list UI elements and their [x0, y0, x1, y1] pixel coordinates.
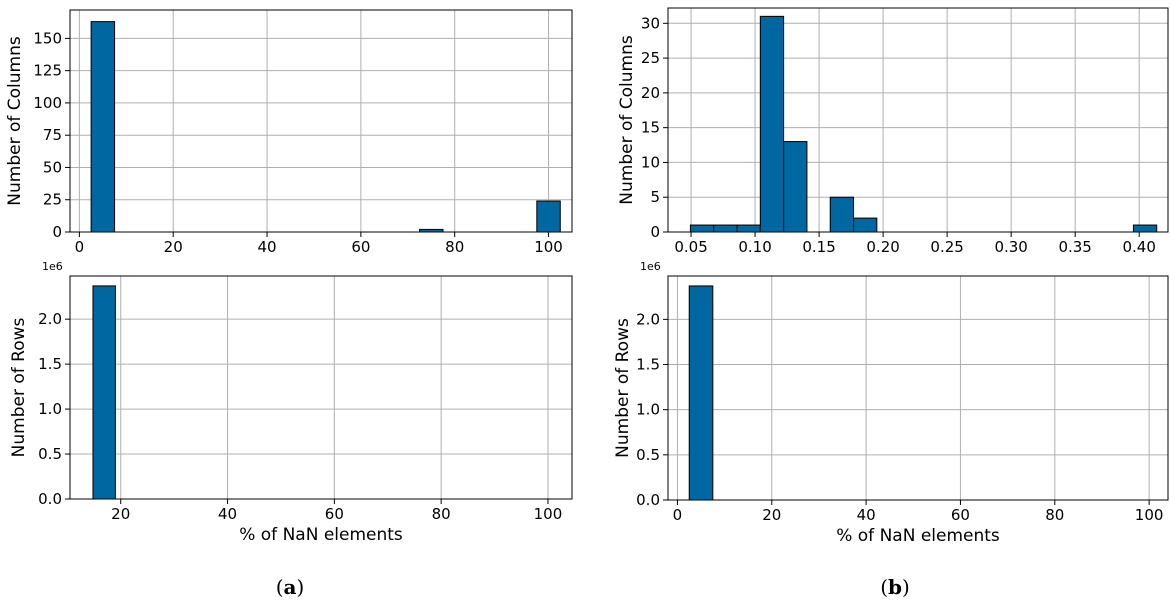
x-tick-label: 0.30 [994, 238, 1027, 256]
y-tick-label: 0.5 [38, 445, 62, 463]
y-tick-label: 2.0 [636, 310, 660, 328]
x-tick-label: 80 [432, 505, 451, 523]
x-tick-label: 0.40 [1122, 238, 1155, 256]
y-tick-label: 15 [641, 119, 660, 137]
caption-b: (b) [880, 575, 910, 599]
y-axis-label: Number of Rows [613, 318, 633, 458]
y-tick-label: 1.0 [38, 400, 62, 418]
panel-a-bottom-histogram: 20 40 60 80 100 0.0 0.5 1.0 1.5 2.0 1e6 Number of R… [9, 260, 573, 545]
caption-a: (a) [276, 575, 305, 599]
x-tick-label: 100 [534, 505, 563, 523]
y-axis-label: Number of Columns [5, 36, 25, 206]
y-tick-label: 1.0 [636, 401, 660, 419]
y-tick-label: 0.0 [636, 491, 660, 509]
y-tick-label: 2.0 [38, 310, 62, 328]
y-tick-label: 0.5 [636, 446, 660, 464]
x-tick-label: 100 [1135, 506, 1164, 524]
panel-b-top-histogram: 0.05 0.10 0.15 0.20 0.25 0.30 0.35 0.40 0 5 10 15 20… [617, 7, 1169, 256]
panel-b-bottom-histogram: 0 20 40 60 80 100 0.0 0.5 1.0 1.5 2.0 1e6 Number of … [613, 260, 1169, 546]
y-tick-label: 50 [43, 158, 62, 176]
y-tick-label: 1.5 [38, 355, 62, 373]
histogram-bar [759, 15, 785, 233]
histogram-bar [536, 200, 561, 233]
x-tick-label: 0.10 [738, 238, 771, 256]
y-tick-label: 20 [641, 84, 660, 102]
x-tick-label: 0.35 [1058, 238, 1091, 256]
histogram-bar [688, 285, 714, 501]
histogram-bar [736, 224, 761, 233]
y-tick-label: 100 [33, 94, 62, 112]
y-offset-label: 1e6 [42, 260, 63, 273]
y-tick-label: 30 [641, 14, 660, 32]
y-offset-label: 1e6 [640, 260, 661, 273]
x-tick-label: 0.15 [802, 238, 835, 256]
y-tick-label: 25 [641, 49, 660, 67]
plot-frame [69, 9, 573, 233]
y-tick-label: 0 [650, 223, 660, 241]
x-tick-label: 0 [673, 506, 683, 524]
x-tick-label: 0.20 [866, 238, 899, 256]
histogram-bar [783, 141, 808, 233]
x-tick-label: 40 [857, 506, 876, 524]
histogram-bar [689, 224, 715, 233]
y-tick-label: 150 [33, 29, 62, 47]
panel-a-top-histogram: 0 20 40 60 80 100 0 25 50 75 100 125 150 Number of Co… [5, 9, 573, 256]
histogram-bar [92, 285, 116, 500]
x-axis-label: % of NaN elements [836, 526, 1000, 546]
x-tick-label: 20 [111, 505, 130, 523]
x-tick-label: 60 [951, 506, 970, 524]
plot-frame [667, 7, 1169, 233]
y-tick-label: 0.0 [38, 490, 62, 508]
x-tick-label: 80 [1045, 506, 1064, 524]
x-tick-label: 40 [257, 238, 276, 256]
y-tick-label: 125 [33, 62, 62, 80]
x-tick-label: 20 [164, 238, 183, 256]
y-tick-label: 0 [52, 223, 62, 241]
plot-frame [69, 275, 573, 500]
y-tick-label: 5 [650, 188, 660, 206]
y-tick-label: 75 [43, 126, 62, 144]
y-tick-label: 25 [43, 191, 62, 209]
histogram-bar [829, 196, 855, 233]
x-tick-label: 20 [762, 506, 781, 524]
x-tick-label: 0 [75, 238, 85, 256]
plot-frame [667, 275, 1169, 501]
y-tick-label: 1.5 [636, 356, 660, 374]
y-axis-label: Number of Rows [9, 318, 29, 458]
histogram-bar [853, 217, 878, 233]
x-tick-label: 0.25 [930, 238, 963, 256]
x-tick-label: 0.05 [674, 238, 707, 256]
x-tick-label: 40 [218, 505, 237, 523]
histogram-bar [1132, 224, 1158, 233]
histogram-bar [90, 21, 116, 233]
x-tick-label: 80 [445, 238, 464, 256]
x-tick-label: 60 [325, 505, 344, 523]
y-axis-label: Number of Columns [617, 35, 637, 205]
x-axis-label: % of NaN elements [239, 525, 403, 545]
histogram-bar [713, 224, 738, 233]
y-tick-label: 10 [641, 153, 660, 171]
x-tick-label: 100 [534, 238, 563, 256]
x-tick-label: 60 [351, 238, 370, 256]
